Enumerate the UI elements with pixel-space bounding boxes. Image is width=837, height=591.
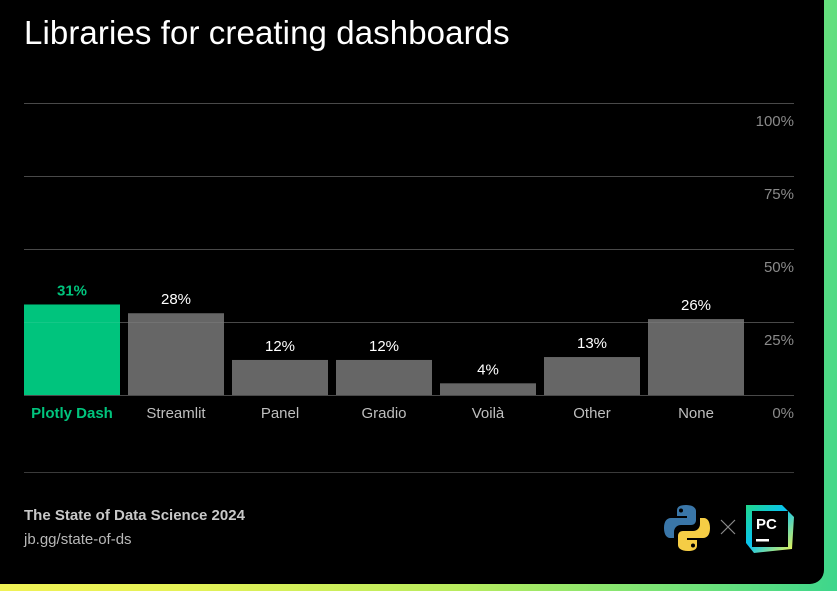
bar-chart: 0% 25% 50% 75% 100% 31% 28% 12% 12% 4% 13% 26% Plo… — [24, 103, 794, 422]
card-panel — [0, 0, 824, 584]
footer-divider — [24, 472, 794, 473]
value-label: 4% — [477, 361, 499, 378]
y-tick-label: 100% — [756, 113, 794, 130]
category-label: Streamlit — [146, 405, 206, 422]
bar — [440, 383, 536, 395]
value-labels: 31% 28% 12% 12% 4% 13% 26% — [57, 282, 711, 378]
value-label: 26% — [681, 297, 711, 314]
value-label: 31% — [57, 282, 87, 299]
category-label: Other — [573, 405, 611, 422]
category-label: Gradio — [361, 405, 406, 422]
y-tick-labels: 0% 25% 50% 75% 100% — [756, 113, 794, 422]
y-tick-label: 25% — [764, 332, 794, 349]
bars — [24, 304, 744, 395]
category-label: Voilà — [472, 405, 505, 422]
y-tick-label: 0% — [772, 405, 794, 422]
value-label: 28% — [161, 291, 191, 308]
bar — [648, 319, 744, 395]
category-label: Plotly Dash — [31, 405, 113, 422]
category-label: Panel — [261, 405, 299, 422]
value-label: 13% — [577, 335, 607, 352]
pycharm-logo-icon: PC — [746, 505, 794, 553]
footer-link[interactable]: jb.gg/state-of-ds — [24, 531, 132, 548]
bar — [24, 304, 120, 395]
bar — [232, 359, 328, 395]
footer-source: The State of Data Science 2024 — [24, 507, 245, 524]
bar — [336, 359, 432, 395]
bar — [128, 313, 224, 395]
times-icon — [720, 519, 736, 535]
bar — [544, 357, 640, 395]
y-tick-label: 50% — [764, 259, 794, 276]
value-label: 12% — [369, 338, 399, 355]
category-labels: Plotly Dash Streamlit Panel Gradio Voilà Othe… — [31, 405, 714, 422]
svg-text:PC: PC — [756, 516, 777, 533]
value-label: 12% — [265, 338, 295, 355]
chart-title: Libraries for creating dashboards — [24, 14, 510, 51]
python-logo-icon — [664, 505, 710, 551]
gridlines-overlay — [24, 103, 794, 396]
category-label: None — [678, 405, 714, 422]
y-tick-label: 75% — [764, 186, 794, 203]
